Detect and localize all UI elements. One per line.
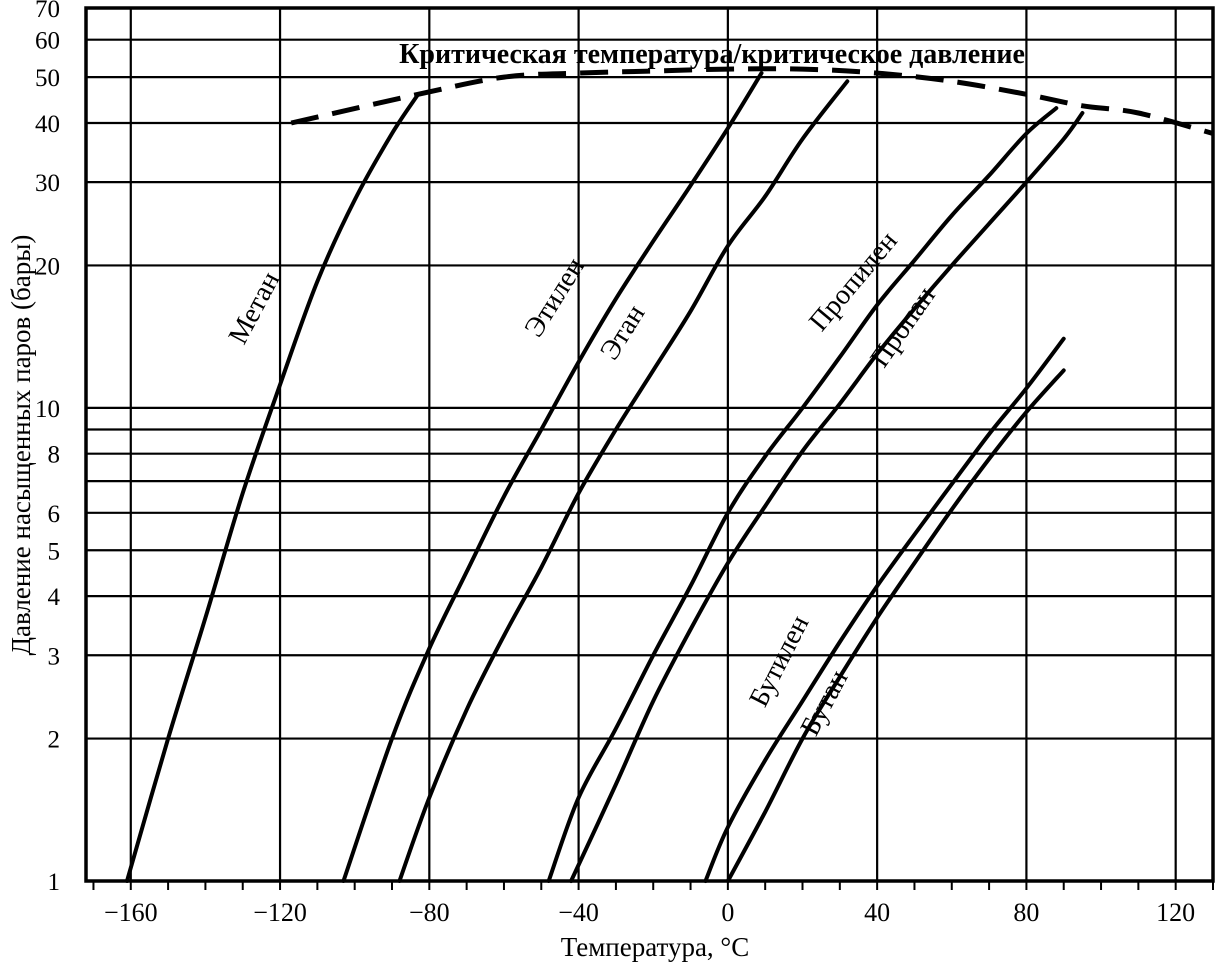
x-tick-label: 120 — [1156, 898, 1195, 927]
y-tick-label: 10 — [35, 396, 60, 423]
series-label: Этан — [594, 299, 651, 365]
y-tick-label: 2 — [48, 727, 61, 754]
y-tick-label: 4 — [48, 584, 61, 611]
critical-curve-title: Критическая температура/критическое давл… — [399, 39, 1025, 70]
y-tick-label: 70 — [35, 0, 60, 23]
y-tick-label: 1 — [48, 869, 61, 896]
x-tick-label: −160 — [104, 898, 158, 927]
y-tick-label: 8 — [48, 442, 61, 469]
x-tick-label: −40 — [558, 898, 599, 927]
y-tick-label: 3 — [48, 643, 61, 670]
series-label: Метан — [223, 267, 287, 350]
x-tick-label: 40 — [864, 898, 890, 927]
series-line — [546, 106, 1059, 883]
y-tick-label: 40 — [35, 111, 60, 138]
series-curves — [125, 71, 1085, 883]
axis-ticks: −160 −120 −80 −40 0 40 80 120 1 2 3 4 5 6 8 10 20 30 40 50 6… — [35, 0, 1214, 927]
series-line — [569, 111, 1085, 883]
x-tick-label: 0 — [721, 898, 734, 927]
series-line — [341, 71, 764, 883]
x-axis-label: Температура, °C — [561, 932, 750, 962]
x-tick-label: −120 — [253, 898, 307, 927]
series-line — [125, 92, 421, 883]
series-label: Пропан — [864, 281, 941, 373]
y-axis-label: Давление насыщенных паров (бары) — [6, 235, 36, 656]
x-tick-label: 80 — [1013, 898, 1039, 927]
series-line — [725, 368, 1066, 883]
x-tick-label: −80 — [409, 898, 450, 927]
series-line — [397, 79, 850, 883]
grid — [84, 6, 1215, 883]
y-tick-label: 50 — [35, 65, 60, 92]
y-tick-label: 30 — [35, 170, 60, 197]
y-tick-label: 60 — [35, 28, 60, 55]
series-line — [703, 336, 1066, 883]
y-tick-label: 5 — [48, 538, 61, 565]
y-tick-label: 6 — [48, 501, 61, 528]
y-tick-label: 20 — [35, 253, 60, 280]
plot-frame — [84, 6, 1215, 883]
